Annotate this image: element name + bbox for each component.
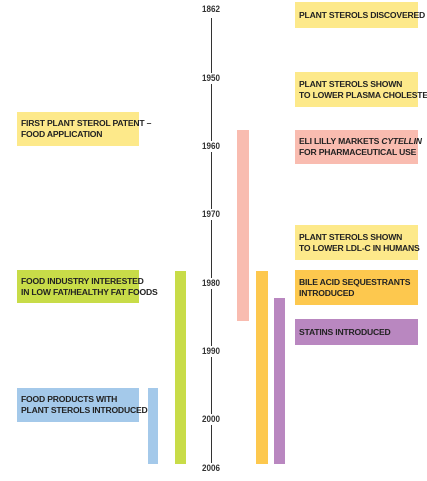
event-plasma-cholesterol: PLANT STEROLS SHOWN TO LOWER PLASMA CHOL… <box>295 72 427 107</box>
event-text: PLANT STEROLS SHOWN <box>299 78 403 89</box>
bar-statins <box>274 298 285 464</box>
event-plant-sterols-discovered: PLANT STEROLS DISCOVERED <box>295 2 426 28</box>
bar-bile-acid <box>256 271 268 464</box>
year-label-2000: 2000 <box>189 414 233 425</box>
bar-eli-lilly <box>237 130 249 321</box>
event-text: PLANT STEROLS SHOWN <box>299 231 403 242</box>
event-ldl-c: PLANT STEROLS SHOWN TO LOWER LDL-C IN HU… <box>295 225 420 260</box>
event-eli-lilly: ELI LILLY MARKETS CYTELLIN FOR PHARMACEU… <box>295 130 422 164</box>
event-text: FOOD INDUSTRY INTERESTED <box>21 275 144 286</box>
event-text-italic: CYTELLIN <box>381 136 422 146</box>
event-text: FOOD PRODUCTS WITH <box>21 394 118 404</box>
event-text: TO LOWER PLASMA CHOLESTEROL <box>299 89 427 100</box>
bar-food-industry <box>175 271 186 464</box>
year-label-1862: 1862 <box>189 4 233 15</box>
event-text: PLANT STEROLS INTRODUCED <box>21 405 148 415</box>
event-text: FOR PHARMACEUTICAL USE <box>299 147 417 157</box>
event-first-patent: FIRST PLANT STEROL PATENT – FOOD APPLICA… <box>17 112 152 146</box>
event-text: TO LOWER LDL-C IN HUMANS <box>299 242 420 253</box>
event-text: BILE ACID SEQUESTRANTS <box>299 276 411 287</box>
event-text: IN LOW FAT/HEALTHY FAT FOODS <box>21 286 158 297</box>
event-text: PLANT STEROLS DISCOVERED <box>299 9 426 20</box>
event-text: FIRST PLANT STEROL PATENT – <box>21 118 152 128</box>
event-text-prefix: ELI LILLY MARKETS <box>299 136 382 146</box>
event-food-industry: FOOD INDUSTRY INTERESTED IN LOW FAT/HEAL… <box>17 270 158 303</box>
year-label-2006: 2006 <box>189 463 233 474</box>
event-statins: STATINS INTRODUCED <box>295 319 418 345</box>
timeline-axis <box>211 18 212 463</box>
year-label-1960: 1960 <box>189 141 233 152</box>
year-label-1990: 1990 <box>189 346 233 357</box>
year-label-1970: 1970 <box>189 209 233 220</box>
year-label-1980: 1980 <box>189 278 233 289</box>
event-text: INTRODUCED <box>299 287 355 298</box>
bar-food-products <box>148 388 158 464</box>
year-label-1950: 1950 <box>189 73 233 84</box>
event-text: FOOD APPLICATION <box>21 129 103 139</box>
event-bile-acid: BILE ACID SEQUESTRANTS INTRODUCED <box>295 270 418 305</box>
event-text: STATINS INTRODUCED <box>299 326 391 337</box>
event-food-products: FOOD PRODUCTS WITH PLANT STEROLS INTRODU… <box>17 388 148 422</box>
event-text: ELI LILLY MARKETS CYTELLIN <box>299 136 422 147</box>
